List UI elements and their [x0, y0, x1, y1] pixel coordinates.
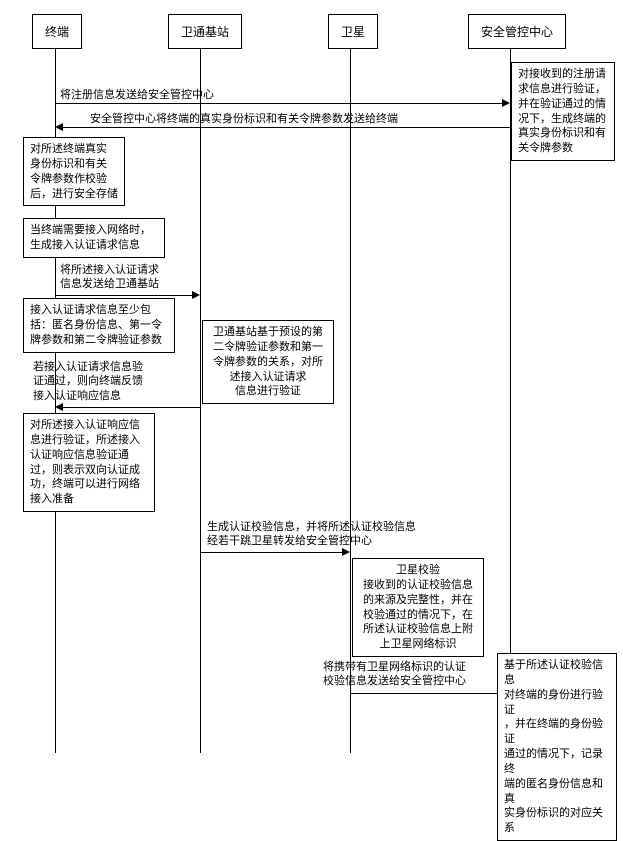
note-terminal-verify-resp: 对所述接入认证响应信 息进行验证，所述接入 认证响应信息验证通 过，则表示双向认…	[23, 413, 155, 512]
note-satellite-verify: 卫星校验 接收到的认证校验信息 的来源及完整性，并在 校验通过的情况下，在 所述…	[352, 558, 484, 657]
msg-resp: 若接入认证请求信息验 证通过，则向终端反馈 接入认证响应信息	[33, 360, 143, 403]
arrow-gen-check-head	[342, 548, 350, 556]
note-terminal-store: 对所述终端真实 身份标识和有关 令牌参数作校验 后，进行安全存储	[23, 137, 125, 206]
arrow-resp-head	[55, 403, 63, 411]
arrow-forward-center	[350, 693, 502, 694]
note-req-contents: 接入认证请求信息至少包 括：匿名身份信息、第一令 牌参数和第二令牌验证参数	[23, 298, 175, 353]
arrow-register-head	[502, 99, 510, 107]
arrow-identity	[63, 127, 510, 128]
msg-gen-check-label: 生成认证校验信息，并将所述认证校验信息 经若干跳卫星转发给安全管控中心	[207, 521, 416, 547]
participant-terminal: 终端	[32, 14, 82, 49]
msg-register: 将注册信息发送给安全管控中心	[60, 88, 214, 102]
arrow-identity-head	[55, 123, 63, 131]
msg-identity: 安全管控中心将终端的真实身份标识和有关令牌参数发送给终端	[90, 112, 398, 126]
msg-identity-label: 安全管控中心将终端的真实身份标识和有关令牌参数发送给终端	[90, 113, 398, 125]
participant-basestation: 卫通基站	[168, 14, 242, 49]
msg-forward-center: 将携带有卫星网络标识的认证 校验信息发送给安全管控中心	[323, 660, 466, 689]
lifeline-satellite	[350, 48, 351, 753]
participant-satellite: 卫星	[328, 14, 378, 49]
note-terminal-gen-req: 当终端需要接入网络时， 生成接入认证请求信息	[23, 218, 165, 258]
arrow-gen-check	[200, 552, 342, 553]
participant-center: 安全管控中心	[468, 14, 566, 49]
msg-forward-center-label: 将携带有卫星网络标识的认证 校验信息发送给安全管控中心	[323, 661, 466, 687]
arrow-register	[55, 103, 502, 104]
msg-resp-label: 若接入认证请求信息验 证通过，则向终端反馈 接入认证响应信息	[33, 361, 143, 402]
note-basestation-verify: 卫通基站基于预设的第 二令牌验证参数和第一 令牌参数的关系，对所 述接入认证请求…	[202, 320, 334, 404]
msg-gen-check: 生成认证校验信息，并将所述认证校验信息 经若干跳卫星转发给安全管控中心	[207, 520, 416, 549]
msg-register-label: 将注册信息发送给安全管控中心	[60, 89, 214, 101]
msg-send-req-label: 将所述接入认证请求 信息发送给卫通基站	[60, 264, 159, 290]
arrow-send-req-head	[192, 291, 200, 299]
note-center-verify-identity: 基于所述认证校验信息 对终端的身份进行验证 ，并在终端的身份验证 通过的情况下，…	[497, 653, 617, 841]
arrow-send-req	[55, 295, 192, 296]
note-center-verify-register: 对接收到的注册请 求信息进行验证， 并在验证通过的情 况下，生成终端的 真实身份…	[511, 62, 615, 161]
lifeline-basestation	[200, 48, 201, 753]
msg-send-req: 将所述接入认证请求 信息发送给卫通基站	[60, 263, 159, 292]
arrow-resp	[63, 407, 200, 408]
